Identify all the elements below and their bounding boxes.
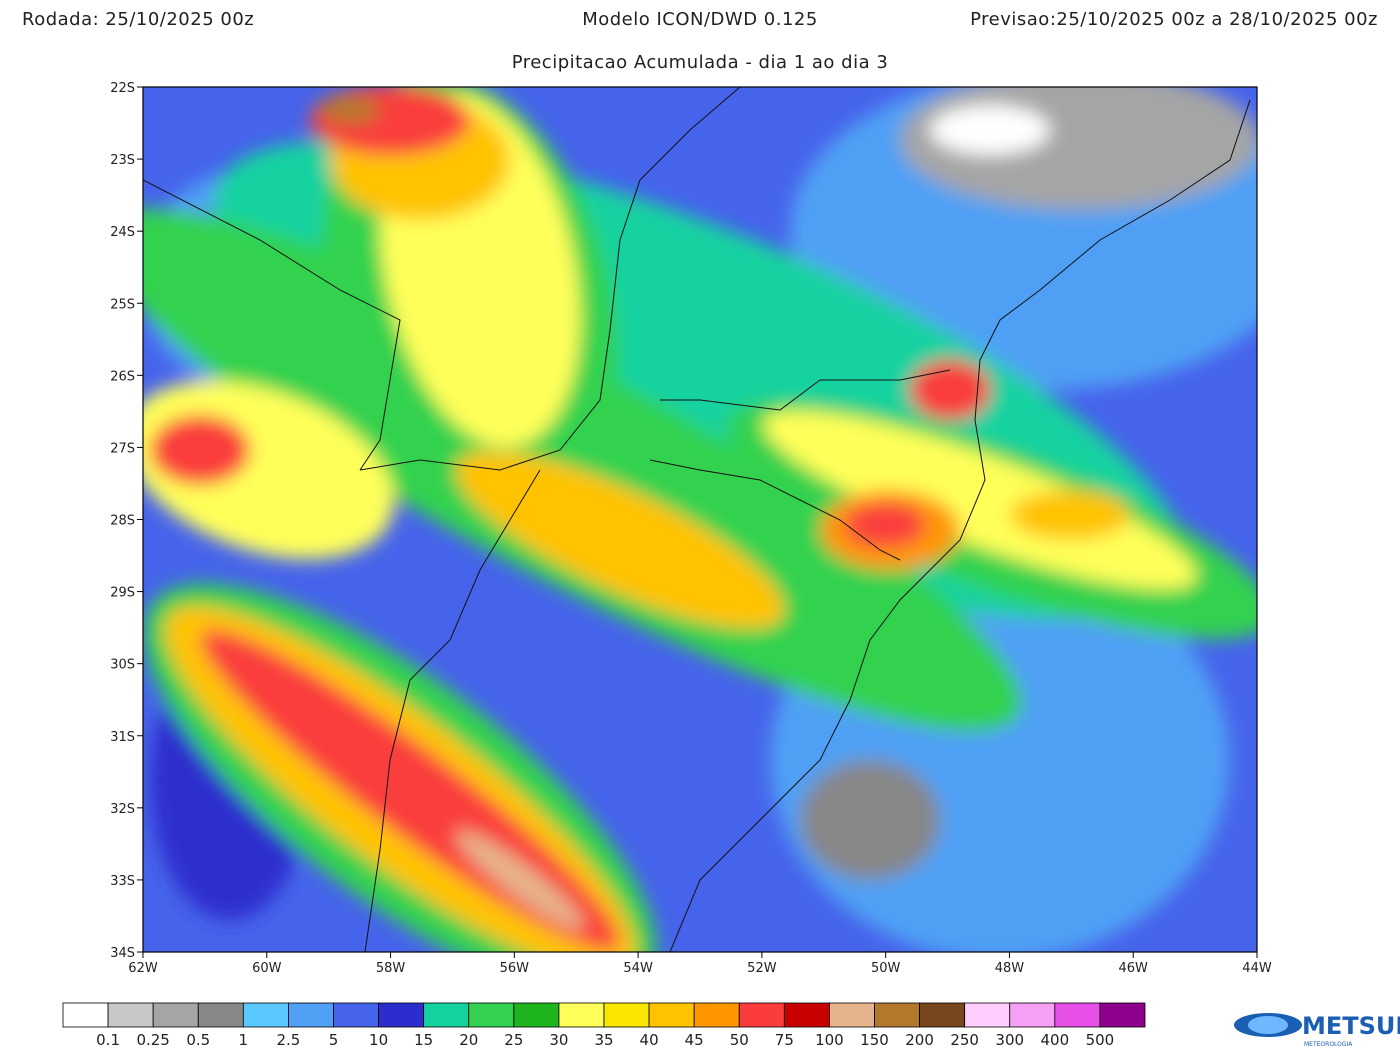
lon-label: 60W <box>252 961 282 976</box>
legend-label: 150 <box>860 1031 889 1049</box>
precipitation-field <box>143 87 1257 952</box>
lat-label: 25S <box>110 297 135 312</box>
legend-swatch <box>829 1002 875 1028</box>
lon-label: 62W <box>128 961 158 976</box>
lat-label: 23S <box>110 153 135 168</box>
logo-tagline: METEOROLOGIA <box>1304 1041 1353 1048</box>
lat-label: 32S <box>110 802 135 817</box>
legend-swatch <box>603 1002 650 1028</box>
legend-swatch <box>107 1002 154 1028</box>
legend-label: 0.25 <box>136 1031 169 1049</box>
lon-label: 46W <box>1119 961 1149 976</box>
lat-label: 28S <box>110 514 135 529</box>
legend-label: 50 <box>730 1031 749 1049</box>
lon-label: 44W <box>1242 961 1272 976</box>
legend-swatch <box>693 1002 740 1028</box>
lat-label: 27S <box>110 441 135 456</box>
legend-label: 75 <box>775 1031 794 1049</box>
legend-label: 2.5 <box>276 1031 300 1049</box>
lon-label: 54W <box>623 961 653 976</box>
legend-label: 35 <box>594 1031 613 1049</box>
lon-label: 50W <box>871 961 901 976</box>
legend-label: 10 <box>369 1031 388 1049</box>
legend-swatch <box>62 1002 109 1028</box>
lat-label: 26S <box>110 369 135 384</box>
lat-label: 31S <box>110 730 135 745</box>
legend-label: 200 <box>905 1031 934 1049</box>
logo-name: METSUL <box>1302 1012 1400 1040</box>
lon-label: 52W <box>747 961 777 976</box>
legend-label: 25 <box>504 1031 523 1049</box>
lon-label: 56W <box>500 961 530 976</box>
legend-label: 30 <box>549 1031 568 1049</box>
legend-swatch <box>874 1002 920 1028</box>
legend-swatch <box>242 1002 289 1028</box>
legend-label: 20 <box>459 1031 478 1049</box>
legend-swatch <box>423 1002 470 1028</box>
legend-label: 0.1 <box>96 1031 120 1049</box>
legend-swatch <box>648 1002 695 1028</box>
legend-swatch <box>964 1002 1011 1028</box>
legend-label: 250 <box>950 1031 979 1049</box>
legend-label: 1 <box>239 1031 249 1049</box>
legend-label: 5 <box>329 1031 339 1049</box>
legend-swatch <box>783 1002 830 1028</box>
lon-label: 48W <box>995 961 1025 976</box>
legend-label: 500 <box>1086 1031 1115 1049</box>
legend-label: 100 <box>815 1031 844 1049</box>
legend-label: 0.5 <box>186 1031 210 1049</box>
legend-label: 15 <box>414 1031 433 1049</box>
legend-label: 400 <box>1041 1031 1070 1049</box>
legend-label: 45 <box>685 1031 704 1049</box>
legend-swatch <box>378 1002 425 1028</box>
legend-swatch <box>1009 1002 1056 1028</box>
map-title: Precipitacao Acumulada - dia 1 ao dia 3 <box>512 52 889 73</box>
model-label: Modelo ICON/DWD 0.125 <box>582 9 818 30</box>
legend-swatch <box>1099 1002 1146 1028</box>
lat-label: 33S <box>110 874 135 889</box>
lat-label: 22S <box>110 81 135 96</box>
legend-swatch <box>152 1002 199 1028</box>
run-label: Rodada: 25/10/2025 00z <box>22 9 254 30</box>
legend-swatch <box>919 1002 966 1028</box>
lat-label: 29S <box>110 586 135 601</box>
lat-label: 34S <box>110 946 135 961</box>
legend-swatch <box>513 1002 560 1028</box>
legend-swatch <box>1054 1002 1101 1028</box>
legend-label: 300 <box>995 1031 1024 1049</box>
legend-swatch <box>197 1002 244 1028</box>
legend-swatch <box>738 1002 785 1028</box>
legend-swatch <box>333 1002 379 1028</box>
legend-swatch <box>468 1002 515 1028</box>
legend-swatch <box>558 1002 605 1028</box>
lat-label: 30S <box>110 658 135 673</box>
lon-label: 58W <box>376 961 406 976</box>
forecast-label: Previsao:25/10/2025 00z a 28/10/2025 00z <box>970 9 1378 30</box>
legend-swatch <box>288 1002 334 1028</box>
logo: METSUL METEOROLOGIA <box>1234 1012 1400 1048</box>
legend-label: 40 <box>640 1031 659 1049</box>
lat-label: 24S <box>110 225 135 240</box>
